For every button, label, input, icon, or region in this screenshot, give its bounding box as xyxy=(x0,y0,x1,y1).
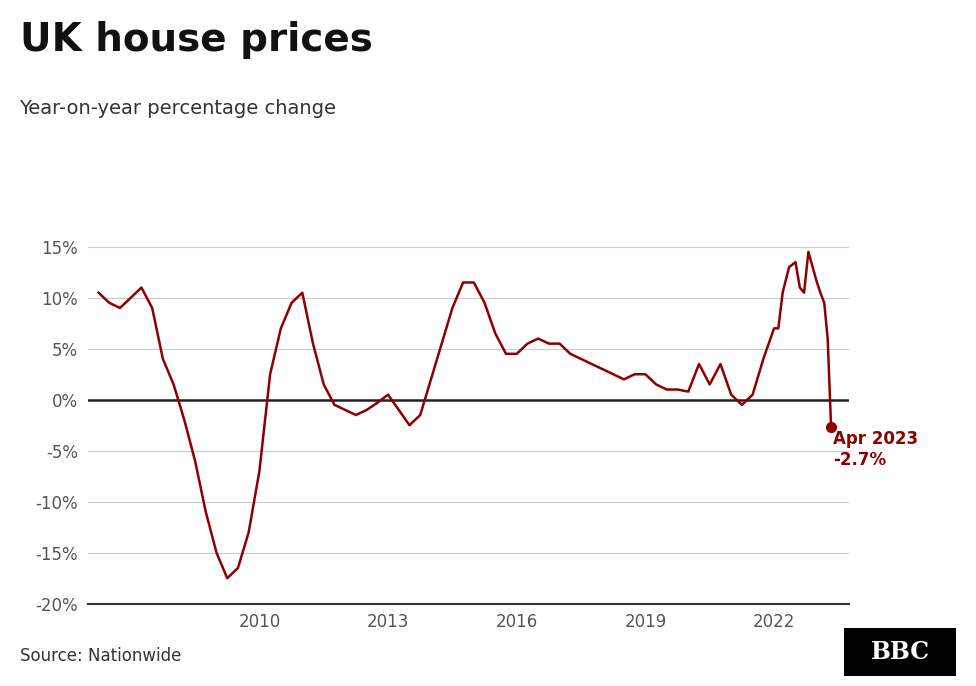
Text: UK house prices: UK house prices xyxy=(20,21,373,58)
Text: Apr 2023
-2.7%: Apr 2023 -2.7% xyxy=(833,430,918,469)
Text: Source: Nationwide: Source: Nationwide xyxy=(20,648,181,665)
Text: Year-on-year percentage change: Year-on-year percentage change xyxy=(20,99,337,119)
Text: BBC: BBC xyxy=(871,640,930,663)
